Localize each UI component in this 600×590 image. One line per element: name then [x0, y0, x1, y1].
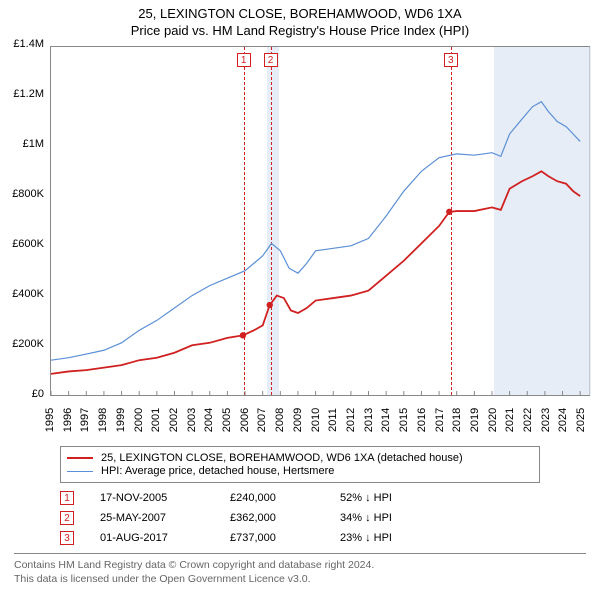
x-tick-label: 2009	[292, 408, 304, 432]
x-tick-label: 2006	[239, 408, 251, 432]
x-tick-label: 2014	[380, 408, 392, 432]
page-container: 25, LEXINGTON CLOSE, BOREHAMWOOD, WD6 1X…	[0, 0, 600, 590]
event-number-badge: 1	[60, 491, 74, 505]
chart-plot-area: 123	[50, 46, 590, 396]
footer-line-2: This data is licensed under the Open Gov…	[14, 572, 586, 586]
event-date: 25-MAY-2007	[100, 512, 230, 524]
y-axis-labels: £0£200K£400K£600K£800K£1M£1.2M£1.4M	[0, 44, 48, 394]
x-tick-label: 2004	[203, 408, 215, 432]
x-tick-label: 2008	[274, 408, 286, 432]
x-tick-label: 2000	[133, 408, 145, 432]
y-tick-label: £400K	[12, 288, 44, 300]
chart-title-block: 25, LEXINGTON CLOSE, BOREHAMWOOD, WD6 1X…	[0, 0, 600, 42]
y-tick-label: £1.2M	[13, 88, 44, 100]
x-tick-label: 2020	[487, 408, 499, 432]
event-number-badge: 3	[60, 531, 74, 545]
x-tick-label: 2013	[363, 408, 375, 432]
x-tick-label: 1995	[44, 408, 56, 432]
series-point	[446, 209, 452, 215]
x-tick-label: 2012	[345, 408, 357, 432]
series-line-price_paid	[51, 171, 580, 374]
x-tick-label: 1996	[62, 408, 74, 432]
x-tick-label: 2002	[168, 408, 180, 432]
x-tick-label: 2017	[434, 408, 446, 432]
legend-swatch	[67, 457, 93, 459]
x-tick-label: 1998	[97, 408, 109, 432]
x-tick-label: 2021	[504, 408, 516, 432]
x-tick-label: 2015	[398, 408, 410, 432]
chart-legend: 25, LEXINGTON CLOSE, BOREHAMWOOD, WD6 1X…	[60, 446, 540, 483]
x-tick-label: 2018	[451, 408, 463, 432]
footer-line-1: Contains HM Land Registry data © Crown c…	[14, 558, 586, 572]
y-tick-label: £200K	[12, 338, 44, 350]
legend-label: HPI: Average price, detached house, Hert…	[101, 465, 334, 477]
x-tick-label: 2007	[256, 408, 268, 432]
series-line-hpi	[51, 102, 580, 361]
x-tick-label: 2001	[150, 408, 162, 432]
event-row: 3 01-AUG-2017£737,00023% ↓ HPI	[60, 531, 540, 545]
event-pct-vs-hpi: 34% ↓ HPI	[340, 512, 392, 524]
y-tick-label: £1.4M	[13, 38, 44, 50]
x-tick-label: 2024	[557, 408, 569, 432]
event-number-badge: 2	[60, 511, 74, 525]
x-tick-label: 2005	[221, 408, 233, 432]
chart-svg	[51, 47, 589, 395]
event-row: 1 17-NOV-2005£240,00052% ↓ HPI	[60, 491, 540, 505]
attribution-footer: Contains HM Land Registry data © Crown c…	[14, 553, 586, 586]
x-tick-label: 1997	[79, 408, 91, 432]
x-tick-label: 1999	[115, 408, 127, 432]
x-tick-label: 2003	[186, 408, 198, 432]
y-tick-label: £800K	[12, 188, 44, 200]
event-price: £362,000	[230, 512, 340, 524]
event-price: £240,000	[230, 492, 340, 504]
chart-title-subtitle: Price paid vs. HM Land Registry's House …	[0, 23, 600, 38]
x-tick-label: 2022	[522, 408, 534, 432]
x-tick-label: 2019	[469, 408, 481, 432]
legend-row: 25, LEXINGTON CLOSE, BOREHAMWOOD, WD6 1X…	[67, 452, 533, 464]
x-tick-label: 2016	[416, 408, 428, 432]
y-tick-label: £600K	[12, 238, 44, 250]
x-axis-labels: 1995199619971998199920002001200220032004…	[50, 396, 590, 442]
event-price: £737,000	[230, 532, 340, 544]
event-date: 17-NOV-2005	[100, 492, 230, 504]
x-tick-label: 2023	[540, 408, 552, 432]
y-tick-label: £1M	[23, 138, 44, 150]
legend-label: 25, LEXINGTON CLOSE, BOREHAMWOOD, WD6 1X…	[101, 452, 463, 464]
event-date: 01-AUG-2017	[100, 532, 230, 544]
series-point	[240, 332, 246, 338]
x-tick-label: 2025	[575, 408, 587, 432]
event-list: 1 17-NOV-2005£240,00052% ↓ HPI 2 25-MAY-200…	[60, 491, 540, 545]
event-pct-vs-hpi: 23% ↓ HPI	[340, 532, 392, 544]
event-pct-vs-hpi: 52% ↓ HPI	[340, 492, 392, 504]
legend-swatch	[67, 471, 93, 472]
x-tick-label: 2010	[310, 408, 322, 432]
chart-title-address: 25, LEXINGTON CLOSE, BOREHAMWOOD, WD6 1X…	[0, 6, 600, 21]
x-tick-label: 2011	[327, 408, 339, 432]
y-tick-label: £0	[32, 388, 44, 400]
legend-row: HPI: Average price, detached house, Hert…	[67, 465, 533, 477]
event-row: 2 25-MAY-2007£362,00034% ↓ HPI	[60, 511, 540, 525]
series-point	[267, 302, 273, 308]
